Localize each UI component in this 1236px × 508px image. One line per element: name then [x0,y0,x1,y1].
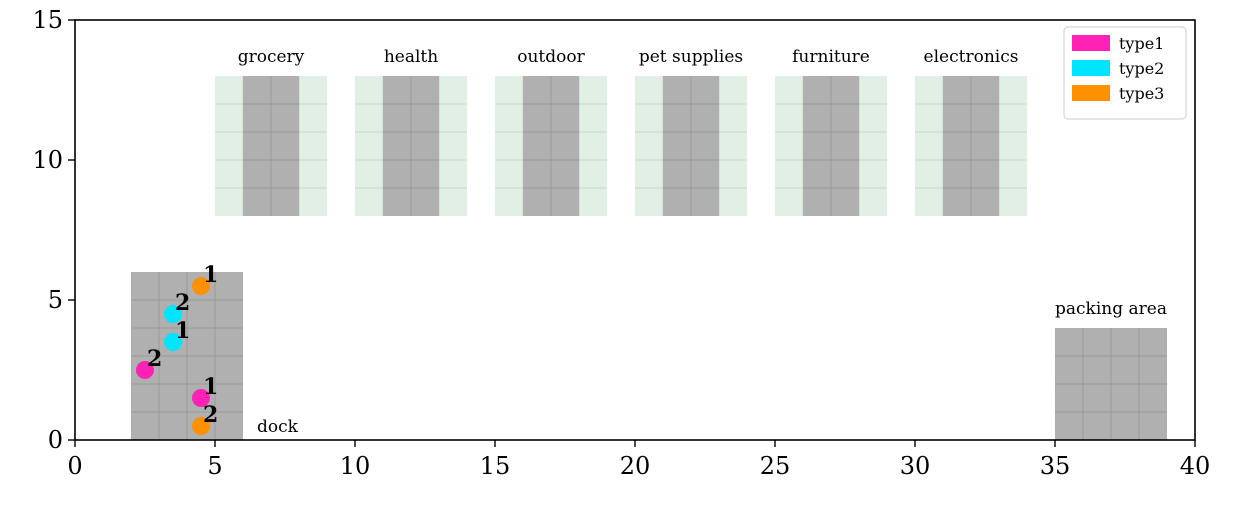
shelf-label: outdoor [517,47,585,67]
x-tick-label: 0 [67,452,82,480]
shelf-label: health [384,47,438,67]
y-tick-label: 0 [48,426,63,454]
type3-point [192,277,210,295]
dock-label: dock [257,417,299,437]
type3-point-label: 1 [203,262,218,288]
type3-point-label: 2 [203,402,218,428]
packing-area-label: packing area [1055,299,1167,319]
y-tick-label: 10 [32,146,63,174]
type2-point [164,305,182,323]
x-tick-label: 15 [480,452,511,480]
type2-point-label: 1 [175,318,190,344]
shelf-label: grocery [238,47,305,67]
ticks-layer: 0 5 10 15 20 25 30 35 40 0 5 10 15 [32,6,1210,480]
x-tick-label: 10 [340,452,371,480]
type1-point-label: 2 [147,346,162,372]
y-tick-label: 15 [32,6,63,34]
x-tick-label: 30 [900,452,931,480]
x-tick-label: 35 [1040,452,1071,480]
type1-point-label: 1 [203,374,218,400]
legend-label-type3: type3 [1119,84,1164,103]
zones-layer: grocery health outdoor pet supplies furnitur… [131,47,1167,440]
shelf-label: furniture [792,47,870,67]
type2-point-label: 2 [175,290,190,316]
type3-point [192,417,210,435]
shelf-label: pet supplies [639,47,743,67]
legend-swatch-type1 [1072,35,1110,51]
shelf-label: electronics [924,47,1019,67]
x-tick-label: 5 [207,452,222,480]
legend-swatch-type2 [1072,60,1110,76]
legend-label-type1: type1 [1119,34,1164,53]
x-tick-label: 40 [1180,452,1211,480]
x-tick-label: 20 [620,452,651,480]
type1-point [136,361,154,379]
legend: type1 type2 type3 [1063,26,1187,120]
x-tick-label: 25 [760,452,791,480]
legend-label-type2: type2 [1119,59,1164,78]
type1-point [192,389,210,407]
legend-swatch-type3 [1072,85,1110,101]
y-tick-label: 5 [48,286,63,314]
type2-point [164,333,182,351]
